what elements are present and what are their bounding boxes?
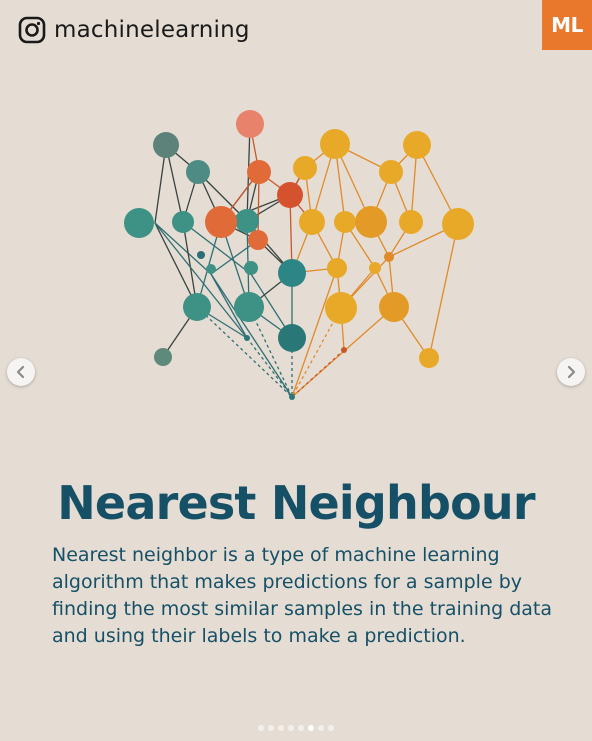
carousel-dot [298, 725, 304, 731]
carousel-dot [308, 725, 314, 731]
carousel-dot [318, 725, 324, 731]
slide-title: Nearest Neighbour [57, 476, 535, 530]
carousel-dot [278, 725, 284, 731]
logo-text: ML [551, 13, 583, 37]
post-header: machinelearning [18, 16, 250, 44]
next-slide-button[interactable] [557, 358, 585, 386]
chevron-right-icon [567, 365, 576, 379]
carousel-dot [288, 725, 294, 731]
nearest-neighbour-illustration [124, 110, 474, 400]
carousel-dot [258, 725, 264, 731]
carousel-dot [328, 725, 334, 731]
carousel-indicator [0, 725, 592, 731]
instagram-icon [18, 16, 46, 44]
carousel-dot [268, 725, 274, 731]
chevron-left-icon [16, 365, 25, 379]
ml-logo: ML [542, 0, 592, 50]
slide-description: Nearest neighbor is a type of machine le… [52, 544, 553, 647]
previous-slide-button[interactable] [7, 358, 35, 386]
account-handle[interactable]: machinelearning [54, 17, 250, 43]
